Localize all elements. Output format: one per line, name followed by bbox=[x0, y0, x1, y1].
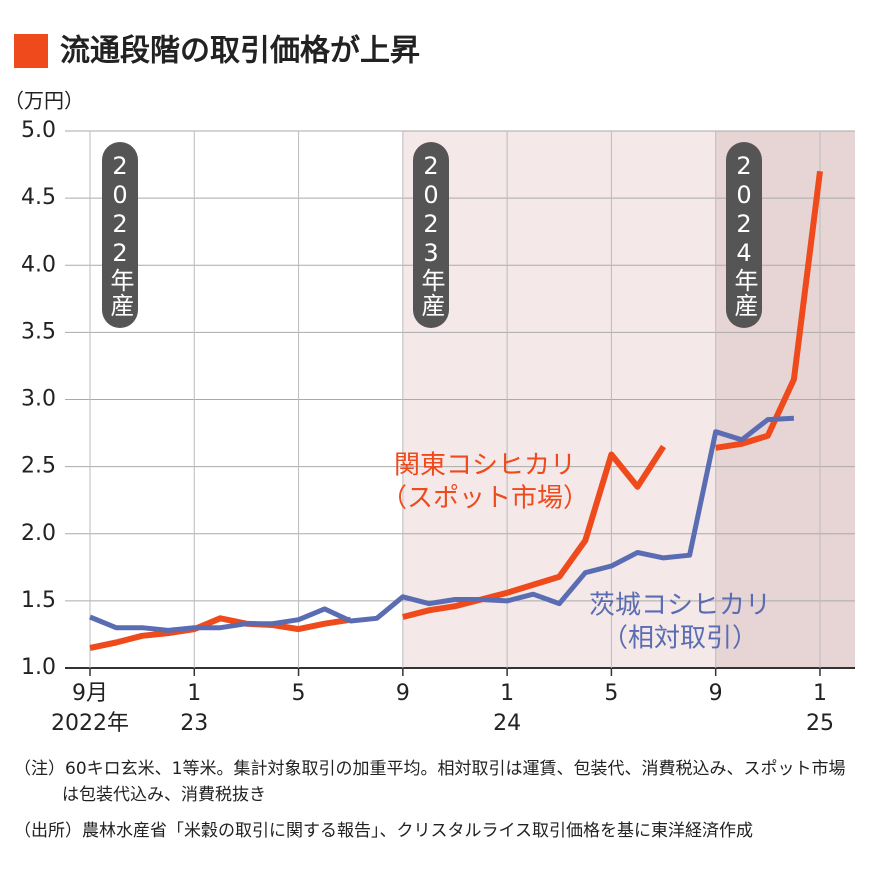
x-year-label: 2022年 bbox=[51, 711, 129, 736]
series-note: （相対取引） bbox=[602, 624, 758, 654]
title-marker bbox=[14, 34, 48, 68]
x-tick-label: 1 bbox=[187, 681, 201, 706]
y-tick-label: 1.0 bbox=[21, 655, 56, 680]
unit-label: （万円） bbox=[4, 89, 84, 113]
footnote: （注）60キロ玄米、1等米。集計対象取引の加重平均。相対取引は運賃、包装代、消費… bbox=[14, 759, 846, 805]
y-tick-label: 5.0 bbox=[21, 118, 56, 143]
y-tick-label: 2.5 bbox=[21, 454, 56, 479]
footnote: （出所）農林水産省「米穀の取引に関する報告」、クリスタルライス取引価格を基に東洋… bbox=[14, 821, 753, 841]
x-tick-label: 1 bbox=[500, 681, 514, 706]
period-label: 2023年産 bbox=[413, 142, 449, 328]
chart-title: 流通段階の取引価格が上昇 bbox=[60, 34, 420, 69]
series-label: 茨城コシヒカリ bbox=[589, 591, 771, 621]
period-label: 2022年産 bbox=[102, 142, 138, 328]
x-tick-label: 1 bbox=[813, 681, 827, 706]
x-tick-label: 5 bbox=[604, 681, 618, 706]
x-year-label: 25 bbox=[806, 711, 834, 736]
series-note: （スポット市場） bbox=[381, 484, 589, 514]
period-label: 2024年産 bbox=[726, 142, 762, 328]
series-label: 関東コシヒカリ bbox=[394, 451, 576, 481]
y-tick-label: 4.5 bbox=[21, 185, 56, 210]
x-year-label: 23 bbox=[180, 711, 208, 736]
x-year-label: 24 bbox=[493, 711, 521, 736]
x-tick-label: 5 bbox=[292, 681, 306, 706]
y-tick-label: 4.0 bbox=[21, 252, 56, 277]
y-tick-label: 1.5 bbox=[21, 588, 56, 613]
y-tick-label: 3.0 bbox=[21, 387, 56, 412]
series-line bbox=[89, 415, 795, 633]
y-tick-label: 3.5 bbox=[21, 319, 56, 344]
x-tick-label: 9月 bbox=[72, 681, 108, 706]
x-tick-label: 9 bbox=[709, 681, 723, 706]
x-tick-label: 9 bbox=[396, 681, 410, 706]
series-line bbox=[89, 170, 823, 651]
y-tick-label: 2.0 bbox=[21, 521, 56, 546]
